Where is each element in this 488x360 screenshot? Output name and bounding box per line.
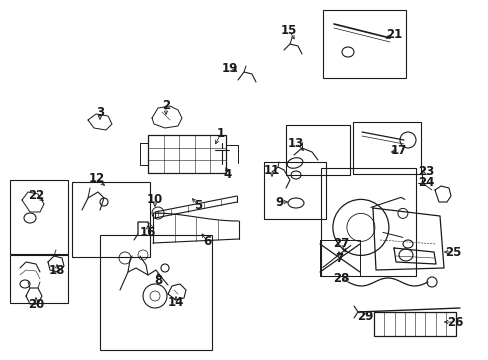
Text: 27: 27 [332, 237, 348, 249]
Bar [264, 162, 325, 219]
Text: 23: 23 [417, 165, 433, 177]
Text: 21: 21 [385, 27, 401, 41]
Bar [72, 182, 150, 257]
Text: 16: 16 [140, 225, 156, 239]
Bar [148, 135, 225, 173]
Text: 18: 18 [49, 265, 65, 278]
Text: 17: 17 [390, 144, 407, 157]
Text: 3: 3 [96, 105, 104, 118]
Bar [323, 10, 405, 78]
Text: 8: 8 [154, 274, 162, 287]
Text: 6: 6 [203, 234, 211, 248]
Text: 5: 5 [193, 198, 202, 212]
Text: 11: 11 [264, 163, 280, 176]
Text: 1: 1 [217, 126, 224, 140]
Text: 14: 14 [167, 297, 184, 310]
Text: 24: 24 [417, 176, 433, 189]
Text: 25: 25 [444, 246, 460, 258]
Bar [10, 180, 68, 254]
Text: 26: 26 [446, 315, 462, 328]
Text: 29: 29 [356, 310, 372, 323]
Bar [10, 255, 68, 303]
Text: 20: 20 [28, 297, 44, 310]
Text: 12: 12 [89, 171, 105, 185]
Text: 28: 28 [332, 273, 348, 285]
Text: 4: 4 [224, 167, 232, 180]
Bar [352, 122, 420, 174]
Text: 19: 19 [222, 62, 238, 75]
Bar [320, 168, 415, 276]
Text: 2: 2 [162, 99, 170, 112]
Text: 9: 9 [275, 195, 284, 208]
Text: 10: 10 [146, 193, 163, 206]
Bar [285, 125, 349, 175]
Text: 15: 15 [280, 23, 297, 36]
Text: 22: 22 [28, 189, 44, 202]
Text: 13: 13 [287, 136, 304, 149]
Bar [100, 235, 212, 350]
Bar [373, 312, 455, 336]
Text: 7: 7 [334, 252, 343, 266]
